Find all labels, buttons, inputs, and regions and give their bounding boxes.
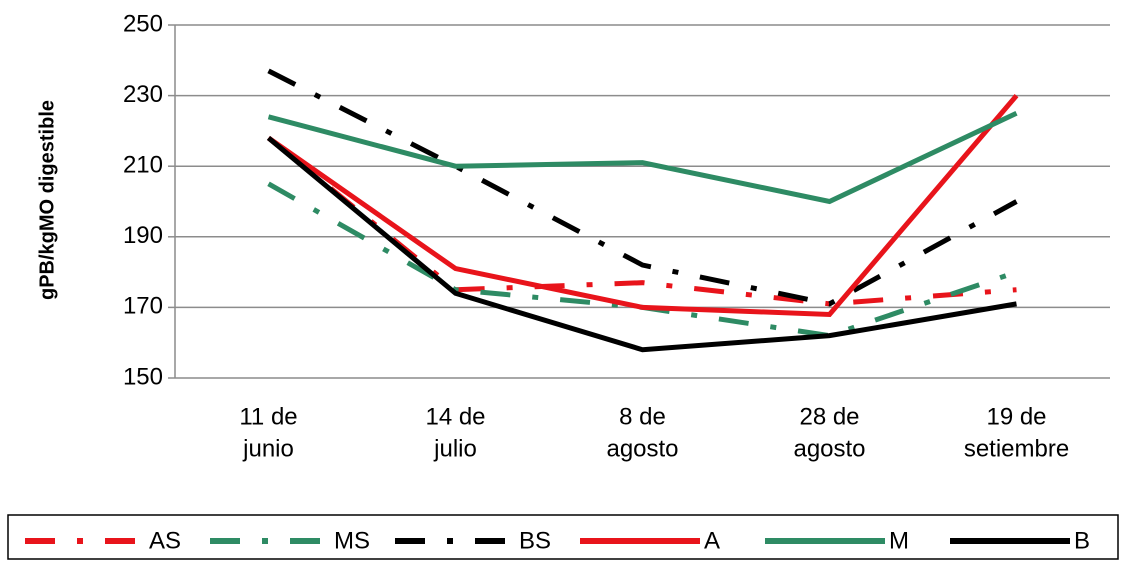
- x-tick-label: 8 de: [619, 403, 666, 430]
- series-line: [266, 136, 1017, 353]
- legend-label: A: [704, 527, 720, 554]
- x-tick-label: 28 de: [799, 403, 859, 430]
- series-line: [267, 68, 1018, 307]
- x-tick-label: agosto: [606, 435, 678, 462]
- legend-label: BS: [519, 527, 551, 554]
- y-tick-label: 150: [123, 363, 163, 390]
- x-tick-label: 14 de: [425, 403, 485, 430]
- x-tick-label: junio: [242, 435, 294, 462]
- x-tick-label: agosto: [793, 435, 865, 462]
- legend-label: MS: [334, 527, 370, 554]
- legend-label: AS: [149, 527, 181, 554]
- y-tick-label: 190: [123, 222, 163, 249]
- y-tick-label: 230: [123, 81, 163, 108]
- y-axis-label: gPB/kgMO digestible: [36, 100, 58, 300]
- legend-box: [7, 514, 1119, 560]
- x-tick-label: setiembre: [964, 435, 1069, 462]
- x-tick-label: julio: [433, 435, 477, 462]
- legend-label: M: [889, 527, 909, 554]
- y-tick-label: 250: [123, 10, 163, 37]
- legend-label: B: [1074, 527, 1090, 554]
- series-line: [267, 110, 1018, 205]
- y-tick-label: 210: [123, 152, 163, 179]
- x-tick-label: 11 de: [239, 403, 297, 430]
- series-line: [267, 93, 1019, 318]
- series-line: [267, 181, 1018, 339]
- x-tick-label: 19 de: [986, 403, 1046, 430]
- y-tick-label: 170: [123, 293, 163, 320]
